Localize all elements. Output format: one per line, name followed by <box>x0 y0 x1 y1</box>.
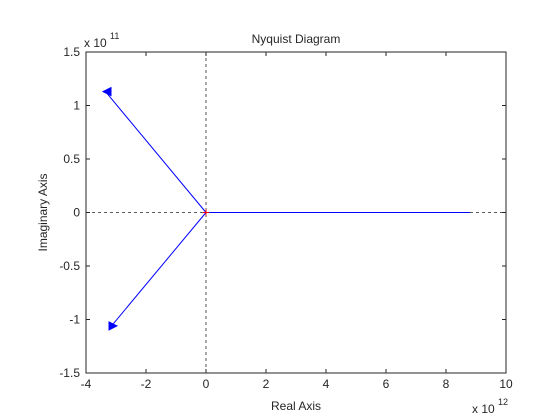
nyquist-curve-segment <box>105 91 207 213</box>
x-tick-label: 4 <box>323 377 330 391</box>
x-tick-label: -2 <box>141 377 152 391</box>
y-exponent-base: x 10 <box>84 36 107 50</box>
y-tick-label: 1.5 <box>63 45 80 59</box>
x-exponent-base: x 10 <box>472 402 495 416</box>
y-tick-label: -1.5 <box>59 366 80 380</box>
series-layer <box>101 86 470 331</box>
y-axis-exponent: x 10 11 <box>84 31 119 50</box>
y-tick-label: 0 <box>73 206 80 220</box>
x-tick-label: 8 <box>443 377 450 391</box>
axis-ticks <box>85 51 507 374</box>
direction-arrow-marker <box>101 86 112 97</box>
x-axis-exponent: x 10 12 <box>472 397 508 416</box>
y-exponent-power: 11 <box>110 31 119 41</box>
nyquist-curve-segment <box>111 212 207 327</box>
x-exponent-power: 12 <box>498 397 508 407</box>
x-tick-label: 6 <box>383 377 390 391</box>
y-tick-label: 0.5 <box>63 152 80 166</box>
x-tick-label: 10 <box>499 377 513 391</box>
y-tick-label: 1 <box>73 99 80 113</box>
x-axis-label: Real Axis <box>271 399 321 413</box>
chart-title: Nyquist Diagram <box>252 32 341 46</box>
y-tick-label: -1 <box>69 313 80 327</box>
direction-arrow-marker <box>108 321 119 331</box>
x-tick-label: 2 <box>263 377 270 391</box>
y-tick-label: -0.5 <box>59 259 80 273</box>
tick-labels: -4 -2 0 2 4 6 8 10 -1.5 -1 -0.5 0 0.5 1 1.5 <box>59 45 513 391</box>
y-axis-label: Imaginary Axis <box>36 173 50 251</box>
x-tick-label: -4 <box>81 377 92 391</box>
x-tick-label: 0 <box>203 377 210 391</box>
